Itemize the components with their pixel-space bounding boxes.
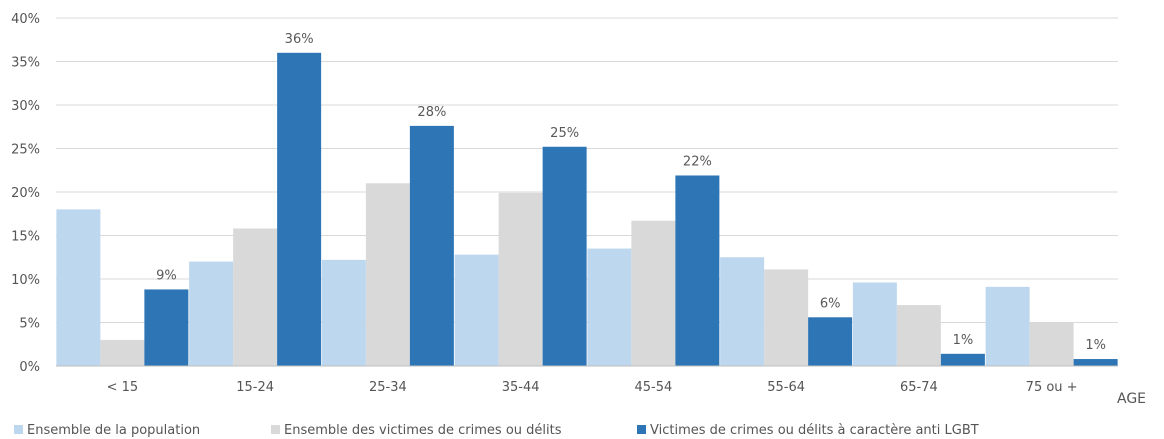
bar [675,175,720,366]
bar [720,257,765,366]
x-tick-label: 65-74 [900,380,938,395]
legend-swatch [14,425,23,434]
y-tick-label: 10% [11,273,40,288]
bar [277,52,322,367]
bar [1029,322,1074,366]
bar [321,259,366,366]
bar [587,248,632,366]
bar [896,305,941,366]
bar [985,286,1030,366]
y-tick-label: 25% [11,143,40,158]
y-tick-label: 20% [11,186,40,201]
bar [454,254,499,366]
x-tick-label: 35-44 [502,380,540,395]
bar [631,220,676,366]
data-label: 9% [156,268,177,283]
bar [940,353,985,366]
x-tick-label: 15-24 [236,380,274,395]
bar [100,339,145,366]
y-tick-label: 40% [11,12,40,27]
y-tick-label: 0% [19,360,40,375]
x-axis-title: AGE [1117,391,1146,407]
bar [189,261,234,366]
x-tick-label: < 15 [107,380,139,395]
legend: Ensemble de la population Ensemble des vi… [14,423,979,438]
x-tick-label: 25-34 [369,380,407,395]
data-label: 6% [820,296,841,311]
y-axis-tick-labels: 0% 5% 10% 15% 20% 25% 30% 35% 40% [11,12,40,375]
y-tick-label: 30% [11,99,40,114]
bars [56,52,1118,367]
data-labels: 9% 36% 28% 25% 22% 6% 1% 1% [156,32,1106,353]
x-tick-label: 75 ou + [1026,380,1078,395]
data-label: 28% [417,105,446,120]
x-axis-tick-labels: < 15 15-24 25-34 35-44 45-54 55-64 65-74 75 ou … [107,380,1078,395]
data-label: 1% [953,333,974,348]
data-label: 36% [285,32,314,47]
data-label: 25% [550,126,579,141]
bar [144,289,189,366]
bar [808,317,853,366]
legend-swatch [637,425,646,434]
bar [56,209,101,366]
x-tick-label: 55-64 [767,380,805,395]
bar [1073,359,1118,366]
x-tick-label: 45-54 [634,380,672,395]
y-tick-label: 15% [11,230,40,245]
bar [852,282,897,366]
data-label: 1% [1085,338,1106,353]
bar [498,192,543,366]
data-label: 22% [683,154,712,169]
y-tick-label: 5% [19,317,40,332]
bar [233,228,278,366]
legend-label: Victimes de crimes ou délits à caractère… [650,423,979,438]
bar [365,183,410,366]
bar [409,125,454,366]
bar [764,269,809,366]
bar [542,146,587,366]
legend-label: Ensemble de la population [27,423,200,438]
legend-swatch [271,425,280,434]
y-tick-label: 35% [11,56,40,71]
legend-label: Ensemble des victimes de crimes ou délit… [284,423,562,438]
